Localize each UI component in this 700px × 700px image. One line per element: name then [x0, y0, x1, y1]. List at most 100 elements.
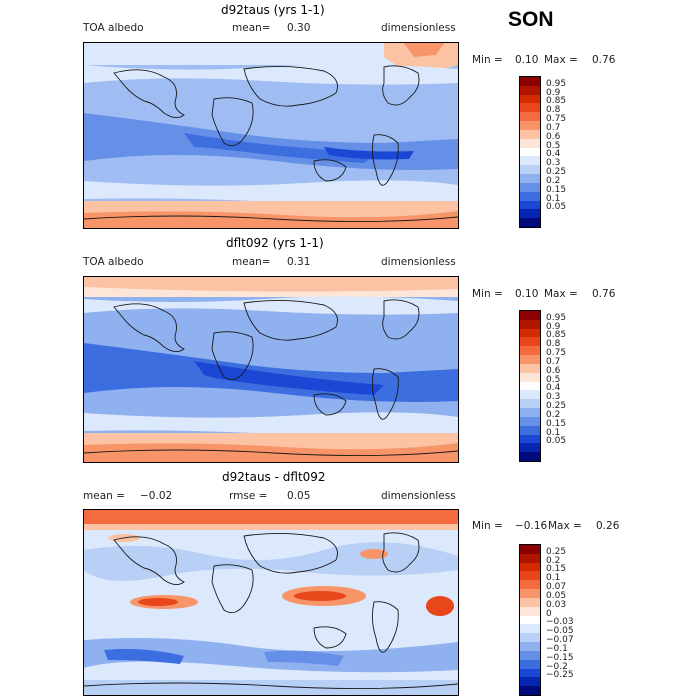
panel-1-tick: 0.75	[546, 114, 567, 125]
panel-1-map-svg	[84, 43, 458, 228]
panel-2-mean-label: mean=	[232, 256, 271, 268]
panel-3-max-label: Max =	[548, 520, 582, 532]
panel-1-tick: 0.4	[546, 149, 561, 160]
panel-2-tick: 0.75	[546, 348, 567, 359]
panel-1-title: d92taus (yrs 1-1)	[221, 3, 325, 17]
colorbar-swatch	[520, 311, 540, 321]
colorbar-swatch	[520, 399, 540, 409]
colorbar-swatch	[520, 337, 540, 347]
colorbar-swatch	[520, 562, 540, 572]
colorbar-swatch	[520, 633, 540, 643]
panel-1-tick: 0.1	[546, 193, 561, 204]
colorbar-swatch	[520, 589, 540, 599]
colorbar-swatch	[520, 94, 540, 104]
colorbar-swatch	[520, 112, 540, 122]
panel-3-rmse-value: 0.05	[287, 490, 311, 502]
colorbar-swatch	[520, 408, 540, 418]
panel-2-tick: 0.3	[546, 392, 561, 403]
colorbar-swatch	[520, 121, 540, 131]
panel-1-tick: 0.3	[546, 158, 561, 169]
panel-2-tick: 0.2	[546, 409, 561, 420]
panel-1-max-label: Max =	[544, 54, 578, 66]
panel-1-tick: 0.5	[546, 140, 561, 151]
panel-3-mean-label: mean =	[83, 490, 125, 502]
panel-2-tick: 0.1	[546, 427, 561, 438]
panel-2-colorbar	[519, 310, 541, 462]
colorbar-swatch	[520, 328, 540, 338]
panel-3-min-value: −0.16	[515, 520, 548, 532]
panel-1-colorbar	[519, 76, 541, 228]
panel-2-min-label: Min =	[472, 288, 503, 300]
panel-3-tick: 0.2	[546, 555, 561, 566]
panel-2-tick: 0.85	[546, 330, 567, 341]
colorbar-swatch	[520, 686, 540, 696]
colorbar-swatch	[520, 668, 540, 678]
colorbar-swatch	[520, 677, 540, 687]
colorbar-swatch	[520, 659, 540, 670]
panel-1-tick: 0.95	[546, 78, 567, 89]
colorbar-swatch	[520, 545, 540, 555]
panel-1-tick: 0.15	[546, 184, 567, 195]
panel-3-map-svg	[84, 510, 458, 695]
panel-1-tick: 0.25	[546, 167, 567, 178]
panel-3-tick: −0.1	[546, 643, 568, 654]
panel-1-tick: 0.8	[546, 105, 561, 116]
panel-3-tick: −0.25	[546, 670, 574, 681]
panel-1-map	[83, 42, 459, 229]
panel-3-title: d92taus - dflt092	[222, 470, 326, 484]
colorbar-swatch	[520, 571, 540, 581]
panel-1-min-value: 0.10	[515, 54, 539, 66]
panel-1-variable-label: TOA albedo	[83, 22, 144, 34]
colorbar-swatch	[520, 390, 540, 400]
panel-2-tick: 0.25	[546, 401, 567, 412]
colorbar-swatch	[520, 615, 540, 625]
panel-2-tick: 0.4	[546, 383, 561, 394]
panel-3-tick: 0.1	[546, 573, 561, 584]
colorbar-swatch	[520, 372, 540, 383]
panel-2-map-svg	[84, 277, 458, 462]
panel-3-tick: 0.07	[546, 582, 567, 593]
panel-1-tick: 0.2	[546, 175, 561, 186]
panel-2-mean-value: 0.31	[287, 256, 311, 268]
colorbar-swatch	[520, 85, 540, 96]
panel-2-tick: 0.7	[546, 356, 561, 367]
colorbar-swatch	[520, 443, 540, 453]
panel-3-units: dimensionless	[381, 490, 456, 502]
colorbar-swatch	[520, 200, 540, 210]
colorbar-swatch	[520, 580, 540, 590]
colorbar-swatch	[520, 363, 540, 374]
colorbar-swatch	[520, 218, 540, 228]
colorbar-swatch	[520, 434, 540, 444]
colorbar-swatch	[520, 319, 540, 330]
panel-2-max-label: Max =	[544, 288, 578, 300]
panel-3-map	[83, 509, 459, 696]
panel-2-units: dimensionless	[381, 256, 456, 268]
colorbar-swatch	[520, 624, 540, 634]
panel-3-mean-value: −0.02	[140, 490, 173, 502]
colorbar-swatch	[520, 138, 540, 149]
panel-1-mean-value: 0.30	[287, 22, 311, 34]
panel-1-mean-label: mean=	[232, 22, 271, 34]
panel-3-max-value: 0.26	[596, 520, 620, 532]
colorbar-swatch	[520, 650, 540, 661]
colorbar-swatch	[520, 209, 540, 219]
panel-2-tick: 0.6	[546, 365, 561, 376]
colorbar-swatch	[520, 606, 540, 617]
colorbar-swatch	[520, 77, 540, 87]
colorbar-swatch	[520, 165, 540, 175]
colorbar-swatch	[520, 129, 540, 140]
panel-2-tick: 0.8	[546, 339, 561, 350]
colorbar-swatch	[520, 346, 540, 356]
panel-3-tick: −0.03	[546, 617, 574, 628]
panel-3-tick: 0	[546, 608, 552, 619]
colorbar-swatch	[520, 147, 540, 157]
panel-3-tick: −0.2	[546, 661, 568, 672]
colorbar-swatch	[520, 425, 540, 436]
colorbar-swatch	[520, 416, 540, 427]
panel-1-tick: 0.6	[546, 131, 561, 142]
panel-2-tick: 0.9	[546, 321, 561, 332]
season-label: SON	[508, 8, 554, 31]
panel-3-tick: 0.15	[546, 564, 567, 575]
panel-2-max-value: 0.76	[592, 288, 616, 300]
panel-3-tick: −0.05	[546, 626, 574, 637]
